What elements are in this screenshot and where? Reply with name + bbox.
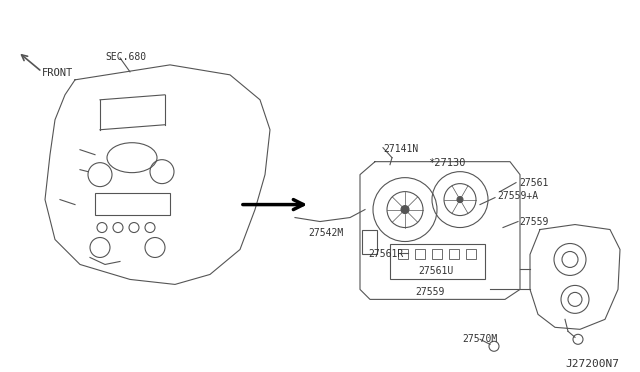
Bar bbox=[362, 230, 377, 254]
Circle shape bbox=[401, 206, 409, 214]
Text: *27130: *27130 bbox=[428, 158, 465, 168]
Text: 27559+A: 27559+A bbox=[497, 190, 538, 201]
Text: J27200N7: J27200N7 bbox=[565, 359, 619, 369]
Circle shape bbox=[457, 196, 463, 203]
Text: 27542M: 27542M bbox=[308, 228, 343, 238]
Bar bbox=[466, 250, 476, 259]
Bar bbox=[432, 250, 442, 259]
Text: 27561: 27561 bbox=[519, 178, 548, 187]
Text: 27559: 27559 bbox=[415, 288, 444, 297]
Bar bbox=[95, 193, 170, 215]
Text: 27561R: 27561R bbox=[368, 250, 403, 260]
Text: 27570M: 27570M bbox=[462, 334, 497, 344]
Text: 27141N: 27141N bbox=[383, 144, 419, 154]
Bar bbox=[449, 250, 459, 259]
Text: 27559: 27559 bbox=[519, 217, 548, 227]
Bar bbox=[398, 250, 408, 259]
Bar bbox=[390, 244, 485, 279]
Text: SEC.680: SEC.680 bbox=[105, 52, 146, 62]
Text: 27561U: 27561U bbox=[418, 266, 453, 276]
Text: FRONT: FRONT bbox=[42, 68, 73, 78]
Bar bbox=[415, 250, 425, 259]
